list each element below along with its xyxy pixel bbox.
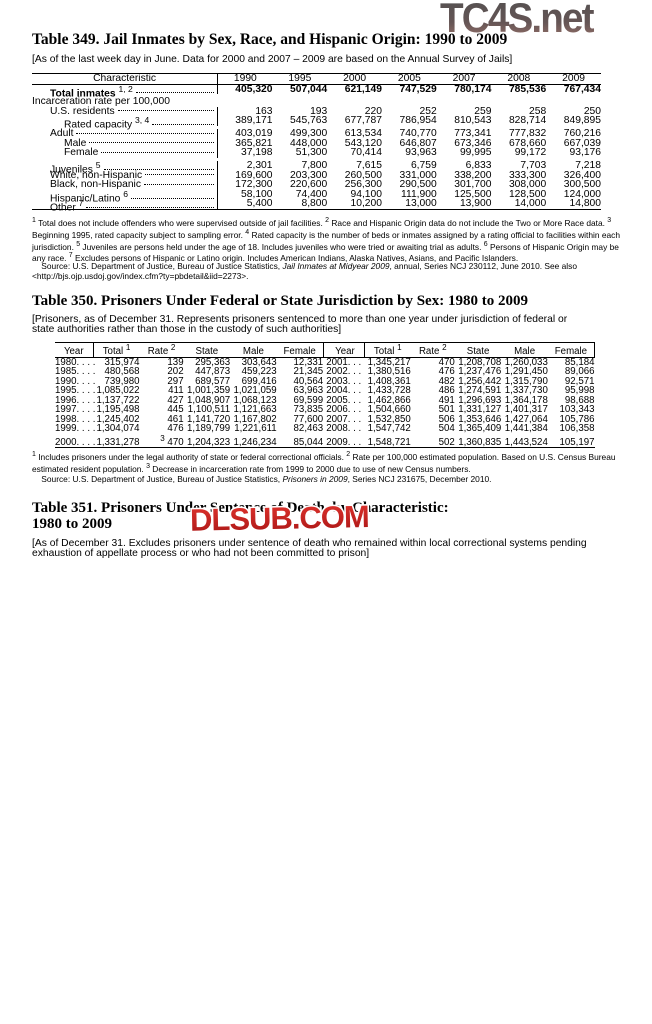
svg-text:DLSUB.COM: DLSUB.COM bbox=[190, 499, 369, 538]
